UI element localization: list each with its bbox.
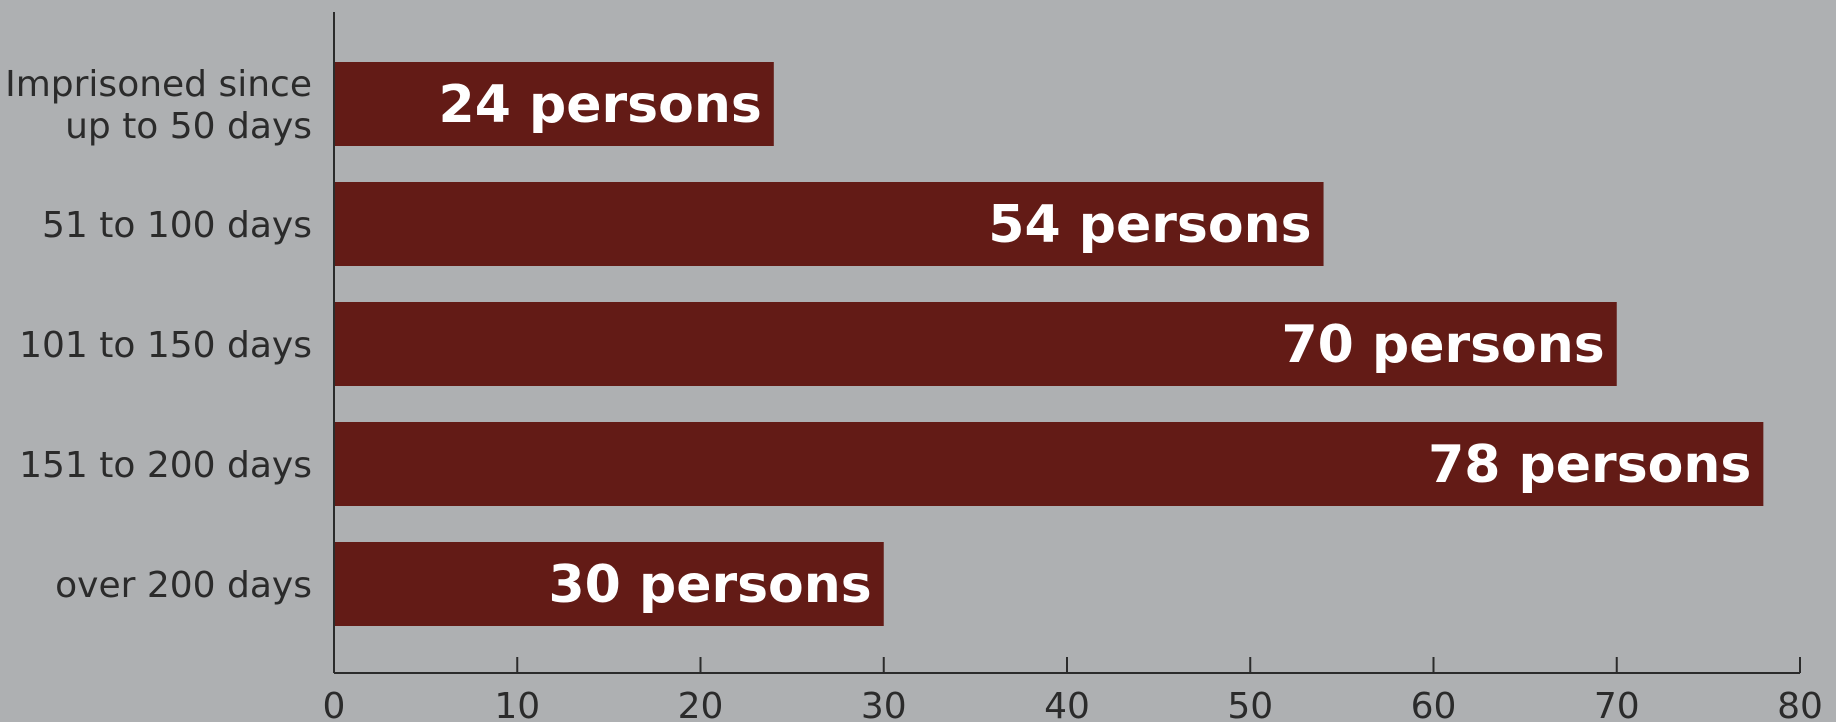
x-tick-label: 60 [1411, 686, 1457, 722]
x-tick-label: 80 [1777, 686, 1823, 722]
category-label: up to 50 days [65, 106, 312, 147]
bar-value-label: 24 persons [439, 75, 762, 135]
x-tick-label: 0 [323, 686, 346, 722]
bar-value-label: 70 persons [1282, 315, 1605, 375]
bar-value-label: 30 persons [549, 555, 872, 615]
category-label: Imprisoned since [5, 64, 312, 105]
x-tick-label: 70 [1594, 686, 1640, 722]
x-tick-label: 10 [494, 686, 540, 722]
x-tick-label: 20 [678, 686, 724, 722]
bar-value-label: 78 persons [1428, 435, 1751, 495]
category-label: over 200 days [55, 565, 312, 606]
bar-3 [334, 422, 1764, 506]
bar-4 [334, 542, 884, 626]
bar-2 [334, 302, 1617, 386]
bars [334, 62, 1764, 626]
bar-0 [334, 62, 774, 146]
x-tick-label: 30 [861, 686, 907, 722]
category-label: 101 to 150 days [19, 325, 312, 366]
x-tick-label: 50 [1227, 686, 1273, 722]
category-label: 151 to 200 days [19, 445, 312, 486]
bar-value-labels: 24 persons 54 persons 70 persons 78 persons… [439, 75, 1752, 615]
x-axis-ticks: 0 10 20 30 40 50 60 70 80 [323, 657, 1823, 722]
category-label: 51 to 100 days [42, 205, 312, 246]
bar-value-label: 54 persons [988, 195, 1311, 255]
bar-1 [334, 182, 1324, 266]
x-tick-label: 40 [1044, 686, 1090, 722]
